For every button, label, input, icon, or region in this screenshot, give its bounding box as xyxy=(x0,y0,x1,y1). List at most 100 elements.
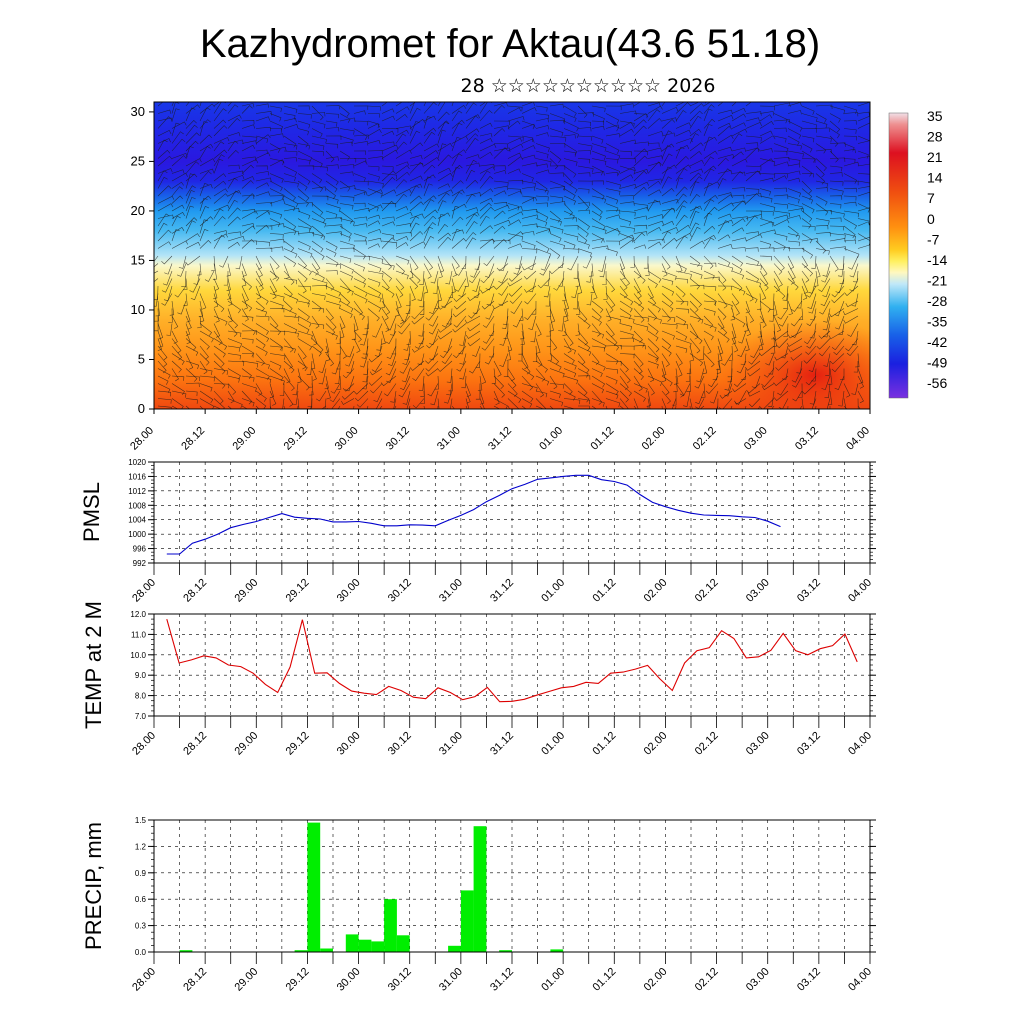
precip-bar xyxy=(371,941,385,952)
wind-barb xyxy=(633,148,648,159)
wind-barb xyxy=(171,138,186,152)
wind-barb xyxy=(815,210,832,215)
wind-barb xyxy=(731,194,745,200)
wind-barb xyxy=(586,270,593,283)
wind-barb xyxy=(409,183,423,189)
wind-barb xyxy=(773,270,783,287)
wind-barb xyxy=(241,225,256,234)
wind-barb xyxy=(758,338,764,351)
wind-barb xyxy=(675,330,688,341)
wind-barb xyxy=(803,353,817,364)
wind-barb xyxy=(395,223,412,228)
wind-barb xyxy=(787,270,795,285)
wind-barb xyxy=(482,315,495,328)
wind-barb xyxy=(451,228,461,242)
colorbar-bar xyxy=(888,112,909,399)
wind-barb xyxy=(843,248,860,258)
wind-barb xyxy=(269,398,271,409)
wind-barb xyxy=(773,127,787,133)
wind-barb xyxy=(325,293,342,303)
wind-barb xyxy=(519,308,524,321)
wind-barb xyxy=(437,111,450,122)
wind-barb xyxy=(330,383,341,394)
wind-barb xyxy=(773,375,789,386)
wind-barb xyxy=(269,375,285,385)
wind-barb xyxy=(829,113,841,123)
wind-barb xyxy=(472,345,481,357)
wind-barb xyxy=(740,353,747,365)
wind-barb xyxy=(311,218,327,228)
wind-barb xyxy=(227,190,240,204)
wind-barb xyxy=(773,210,790,218)
wind-barb xyxy=(199,293,207,310)
wind-barb xyxy=(718,398,733,409)
wind-barb xyxy=(633,338,645,348)
wind-barb xyxy=(801,383,817,395)
wind-barb xyxy=(318,360,327,373)
wind-barb xyxy=(563,150,577,157)
wind-barb xyxy=(619,383,632,397)
wind-barb xyxy=(479,398,485,409)
wind-barb xyxy=(269,180,283,192)
wind-barb xyxy=(857,111,870,117)
wind-barb xyxy=(507,179,524,185)
wind-barb xyxy=(759,285,767,301)
wind-barb xyxy=(419,300,425,315)
wind-barb xyxy=(493,405,501,409)
wind-barb xyxy=(241,375,255,382)
wind-barb xyxy=(325,180,338,193)
wind-barb xyxy=(185,205,194,219)
wind-barb xyxy=(353,308,365,320)
wind-barb xyxy=(386,368,397,383)
wind-barb xyxy=(829,195,843,200)
wind-barb xyxy=(801,158,816,164)
wind-barb xyxy=(479,225,493,234)
wind-barb xyxy=(661,188,675,197)
wind-barb xyxy=(213,300,225,313)
wind-barb xyxy=(362,338,369,355)
wind-barb xyxy=(437,360,453,372)
wind-barb xyxy=(599,263,607,278)
wind-barb xyxy=(485,308,495,320)
wind-barb xyxy=(255,165,268,170)
wind-barb xyxy=(479,197,493,204)
wind-barb xyxy=(255,353,265,366)
wind-barb xyxy=(459,353,467,365)
section-xtick-label: 28.00 xyxy=(128,425,156,453)
wind-barb xyxy=(199,338,210,350)
wind-barb xyxy=(395,285,404,298)
wind-barb xyxy=(395,141,407,152)
wind-barb xyxy=(493,219,511,227)
wind-barb xyxy=(787,278,799,291)
wind-barb xyxy=(507,206,523,212)
wind-barb xyxy=(226,278,231,291)
wind-barb xyxy=(773,255,785,271)
wind-barb xyxy=(157,109,172,114)
wind-barb xyxy=(283,117,297,123)
wind-barb xyxy=(499,353,509,367)
wind-barb xyxy=(507,188,521,194)
wind-barb xyxy=(605,353,619,365)
wind-barb xyxy=(241,330,257,335)
wind-barb xyxy=(353,150,366,155)
wind-barb xyxy=(577,345,592,356)
wind-barb xyxy=(547,345,553,361)
wind-barb xyxy=(591,360,606,371)
wind-barb xyxy=(434,375,439,390)
wind-barb xyxy=(241,124,256,129)
wind-barb xyxy=(325,345,331,362)
wind-barb xyxy=(353,141,369,146)
wind-barb xyxy=(689,222,700,234)
wind-barb xyxy=(591,125,605,131)
xtick-label: 31.00 xyxy=(437,577,465,605)
wind-barb xyxy=(297,323,310,334)
wind-barb xyxy=(409,278,419,290)
wind-barb xyxy=(501,315,509,330)
wind-barb xyxy=(157,398,172,404)
wind-barb xyxy=(199,308,205,323)
wind-barb xyxy=(185,173,195,189)
wind-barb xyxy=(857,398,859,409)
